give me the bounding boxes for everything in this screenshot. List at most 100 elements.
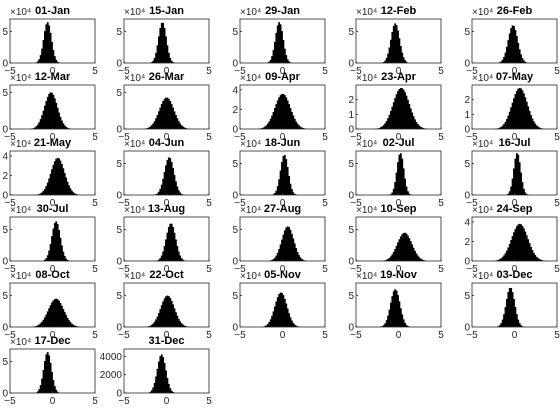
histogram-bar (166, 232, 169, 261)
x-tick-label: −5 (466, 264, 478, 275)
histogram-bar (48, 93, 51, 129)
panel-title: 13-Aug (148, 203, 185, 215)
histogram-bar (46, 255, 49, 261)
histogram-bar (392, 25, 395, 63)
histogram-bar (419, 126, 422, 129)
histogram-bar (391, 32, 394, 63)
histogram-bar (165, 239, 167, 261)
histogram-bar (148, 127, 150, 129)
histogram-bar (537, 126, 539, 129)
histogram-bar (275, 104, 278, 129)
histogram-bar (518, 87, 521, 129)
histogram-bar (39, 55, 42, 63)
x-tick-label: −5 (350, 198, 362, 209)
histogram-bar (150, 324, 153, 327)
y-tick-label: 0 (116, 323, 122, 334)
panel-title: 05-Nov (264, 269, 302, 281)
histogram-bar (165, 165, 167, 195)
histogram-bar (163, 362, 166, 393)
histogram-bar (61, 164, 63, 195)
histogram-bar (283, 230, 286, 261)
histogram-bar (163, 27, 166, 64)
histogram-bar (513, 232, 515, 261)
histogram-bar (511, 178, 514, 195)
panel-title: 12-Mar (35, 71, 71, 83)
y-exponent-label: ×10⁴ (10, 139, 31, 150)
histogram-bar (510, 186, 513, 195)
histogram-bar (51, 302, 53, 327)
x-tick-label: −5 (118, 132, 130, 143)
y-tick-label: 1 (348, 110, 354, 121)
histogram-bar (282, 234, 285, 261)
histogram-bar (176, 118, 179, 129)
histogram-bar (177, 251, 180, 261)
histogram-bar (381, 126, 384, 129)
panel-title: 24-Sep (496, 203, 532, 215)
y-exponent-label: ×10⁴ (10, 337, 31, 348)
y-tick-label: 0 (464, 257, 470, 268)
histogram-bar (397, 162, 399, 195)
histogram-bar (518, 162, 521, 195)
histogram-bar (540, 128, 542, 129)
y-tick-label: 2000 (100, 370, 123, 381)
histogram-bar (514, 306, 517, 327)
histogram-bar (300, 127, 303, 129)
histogram-bar (166, 160, 169, 195)
histogram-bar (398, 38, 401, 63)
histogram-bar (527, 239, 530, 261)
y-tick-label: 0 (348, 59, 354, 70)
histogram-bar (276, 297, 279, 327)
histogram-bar (398, 88, 401, 129)
histogram-bar (159, 258, 162, 261)
x-tick-label: 5 (322, 330, 328, 341)
histogram-bar (262, 127, 265, 129)
y-tick-label: 5 (348, 225, 354, 236)
y-tick-label: 0 (2, 191, 8, 202)
histogram-bar (535, 125, 538, 129)
histogram-bar (69, 188, 72, 195)
x-tick-label: −5 (118, 264, 130, 275)
histogram-bar (35, 126, 38, 129)
y-tick-label: 5 (232, 27, 238, 38)
histogram-bar (153, 121, 156, 129)
histogram-bar (288, 313, 290, 327)
histogram-bar (511, 102, 514, 129)
histogram-bar (261, 128, 264, 129)
histogram-bar (501, 59, 504, 63)
histogram-bar (530, 114, 532, 129)
histogram-bar (395, 94, 398, 129)
histogram-bar (504, 306, 507, 327)
histogram-bar (58, 112, 60, 129)
histogram-bar (38, 324, 41, 327)
x-tick-label: −5 (118, 66, 130, 77)
histogram-bar (166, 45, 169, 63)
histogram-bar (170, 60, 173, 63)
y-tick-label: 0 (2, 59, 8, 70)
x-tick-label: 0 (50, 66, 56, 77)
histogram-bar (404, 232, 406, 261)
histogram-bar (150, 125, 153, 129)
histogram-bar (268, 61, 271, 63)
y-tick-label: 0 (348, 125, 354, 136)
histogram-bar (405, 61, 408, 63)
y-tick-label: 0 (348, 191, 354, 202)
x-tick-label: 5 (206, 264, 212, 275)
histogram-bar (159, 188, 162, 195)
histogram-bar (62, 123, 65, 129)
histogram-bar (56, 157, 59, 195)
y-exponent-label: ×10⁴ (240, 271, 261, 282)
histogram-bar (155, 118, 157, 129)
histogram-bar (265, 125, 268, 129)
histogram-bar (289, 229, 292, 261)
histogram-bar (415, 121, 418, 129)
histogram-panel: −5 0 505×10⁴ 12-Mar (2, 71, 98, 143)
y-exponent-label: ×10⁴ (10, 73, 31, 84)
histogram-bar (506, 46, 508, 63)
panel-title: 16-Jul (499, 137, 531, 149)
histogram-bar (169, 223, 172, 261)
histogram-bar (165, 296, 167, 327)
histogram-bar (52, 380, 55, 393)
panel-title: 10-Sep (380, 203, 416, 215)
histogram-panel: −5 0 505×10⁴ 05-Nov (232, 269, 328, 341)
